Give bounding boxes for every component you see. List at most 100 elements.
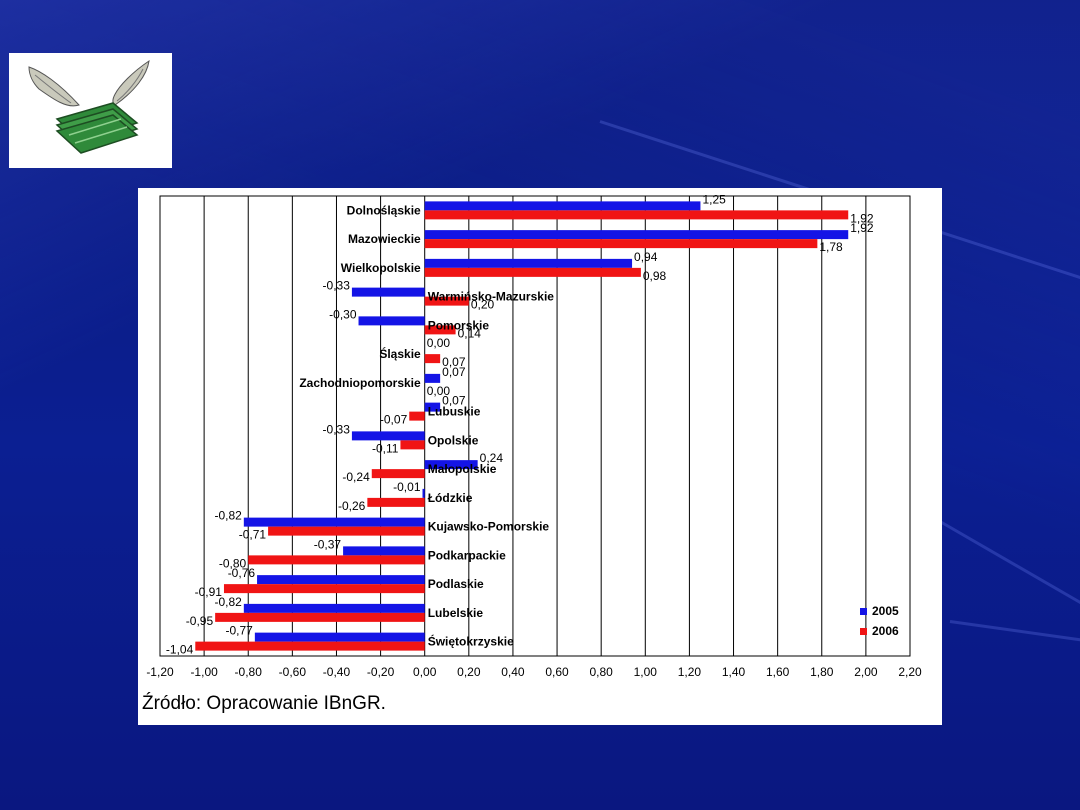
bar-2005 xyxy=(243,517,425,527)
x-tick-label: 1,60 xyxy=(766,665,790,679)
data-label-2006: 1,78 xyxy=(819,240,843,254)
bar-2006 xyxy=(424,296,469,306)
data-label-2005: -0,33 xyxy=(323,422,351,436)
category-label: Mazowieckie xyxy=(348,232,421,246)
bar-2005 xyxy=(257,575,425,585)
x-tick-label: -0,40 xyxy=(323,665,351,679)
bar-2006 xyxy=(215,612,425,622)
bar-2006 xyxy=(409,411,425,421)
x-tick-label: 1,00 xyxy=(634,665,658,679)
category-label: Wielkopolskie xyxy=(341,261,421,275)
bar-2006 xyxy=(400,440,425,450)
category-label: Kujawsko-Pomorskie xyxy=(428,520,550,534)
x-tick-label: -1,00 xyxy=(190,665,218,679)
category-label: Śląskie xyxy=(379,346,421,361)
legend-swatch-2006 xyxy=(860,628,867,635)
source-note: Źródło: Opracowanie IBnGR. xyxy=(142,693,386,714)
data-label-2006: -0,26 xyxy=(338,499,366,513)
category-label: Podkarpackie xyxy=(428,548,506,562)
data-label-2005: -0,76 xyxy=(228,566,256,580)
x-tick-label: 2,20 xyxy=(898,665,922,679)
bar-2005 xyxy=(424,258,633,268)
data-label-2005: -0,77 xyxy=(225,624,253,638)
background-streak xyxy=(949,620,1080,646)
data-label-2006: -0,80 xyxy=(219,556,247,570)
data-label-2005: 1,25 xyxy=(702,192,726,206)
legend-label-2006: 2006 xyxy=(872,624,899,638)
x-tick-label: 0,60 xyxy=(545,665,569,679)
x-tick-label: 2,00 xyxy=(854,665,878,679)
data-label-2005: -0,01 xyxy=(393,480,421,494)
bar-2005 xyxy=(351,431,425,441)
category-label: Łódzkie xyxy=(428,491,473,505)
x-tick-label: -0,80 xyxy=(235,665,263,679)
bar-2006 xyxy=(371,469,425,479)
data-label-2006: -0,91 xyxy=(195,585,223,599)
legend-label-2005: 2005 xyxy=(872,604,899,618)
bar-2005 xyxy=(424,373,441,383)
x-tick-label: 0,20 xyxy=(457,665,481,679)
x-tick-label: -0,60 xyxy=(279,665,307,679)
data-label-2006: 0,07 xyxy=(442,355,466,369)
bar-2006 xyxy=(223,584,425,594)
x-tick-label: -1,20 xyxy=(146,665,174,679)
bar-2005 xyxy=(254,632,425,642)
category-label: Podlaskie xyxy=(428,577,484,591)
data-label-2005: -0,82 xyxy=(214,509,242,523)
bar-2005 xyxy=(424,230,849,240)
data-label-2005: 0,94 xyxy=(634,250,658,264)
data-label-2005: 1,92 xyxy=(850,221,874,235)
data-label-2005: -0,37 xyxy=(314,537,342,551)
bar-2006 xyxy=(424,267,641,277)
data-label-2006: 1,92 xyxy=(850,211,874,225)
bar-2005 xyxy=(422,488,425,498)
bar-2005 xyxy=(424,201,701,211)
data-label-2006: 0,98 xyxy=(643,269,667,283)
x-tick-label: 0,00 xyxy=(413,665,437,679)
category-label: Opolskie xyxy=(428,433,479,447)
bar-2006 xyxy=(195,641,425,651)
data-label-2006: -0,95 xyxy=(186,614,214,628)
bar-2006 xyxy=(424,239,818,249)
x-tick-label: 1,40 xyxy=(722,665,746,679)
data-label-2005: 0,24 xyxy=(480,451,504,465)
bar-2005 xyxy=(351,287,425,297)
data-label-2006: -0,07 xyxy=(380,413,408,427)
bar-2006 xyxy=(424,210,849,220)
flying-money-icon xyxy=(28,59,150,154)
data-label-2005: -0,82 xyxy=(214,595,242,609)
data-label-2005: 0,00 xyxy=(427,336,451,350)
bar-2006 xyxy=(248,555,425,565)
data-label-2006: 0,20 xyxy=(471,298,495,312)
chart-panel: -1,20 -1,00 -0,80 -0,60 -0,40 -0,20 0,00 0,20 0,… xyxy=(138,188,942,725)
x-tick-label: 0,40 xyxy=(501,665,525,679)
x-tick-label: 1,80 xyxy=(810,665,834,679)
data-label-2005: 0,07 xyxy=(442,365,466,379)
legend-swatch-2005 xyxy=(860,608,867,615)
category-label: Małopolskie xyxy=(428,462,497,476)
data-label-2006: -0,24 xyxy=(342,470,370,484)
x-tick-label: 1,20 xyxy=(678,665,702,679)
category-label: Świętokrzyskie xyxy=(428,634,514,649)
data-label-2005: -0,33 xyxy=(323,279,351,293)
bar-2006 xyxy=(367,497,425,507)
bar-2005 xyxy=(243,603,425,613)
data-label-2006: -1,04 xyxy=(166,643,194,657)
data-label-2006: -0,11 xyxy=(372,441,399,455)
bar-chart: -1,20 -1,00 -0,80 -0,60 -0,40 -0,20 0,00 0,20 0,… xyxy=(146,192,922,679)
category-label: Pomorskie xyxy=(428,318,490,332)
data-label-2006: -0,71 xyxy=(239,528,267,542)
data-label-2006: 0,00 xyxy=(427,384,451,398)
background-streak xyxy=(939,520,1080,623)
bar-2005 xyxy=(424,460,478,470)
category-label: Lubelskie xyxy=(428,606,484,620)
category-label: Lubuskie xyxy=(428,405,481,419)
data-label-2005: -0,30 xyxy=(329,307,357,321)
category-label: Warmińsko-Mazurskie xyxy=(428,290,555,304)
bar-2005 xyxy=(358,316,425,326)
bar-2005 xyxy=(424,402,441,412)
category-label: Dolnośląskie xyxy=(347,203,421,217)
bar-2006 xyxy=(424,354,441,364)
data-label-2006: 0,14 xyxy=(458,326,482,340)
category-label: Zachodniopomorskie xyxy=(299,376,421,390)
